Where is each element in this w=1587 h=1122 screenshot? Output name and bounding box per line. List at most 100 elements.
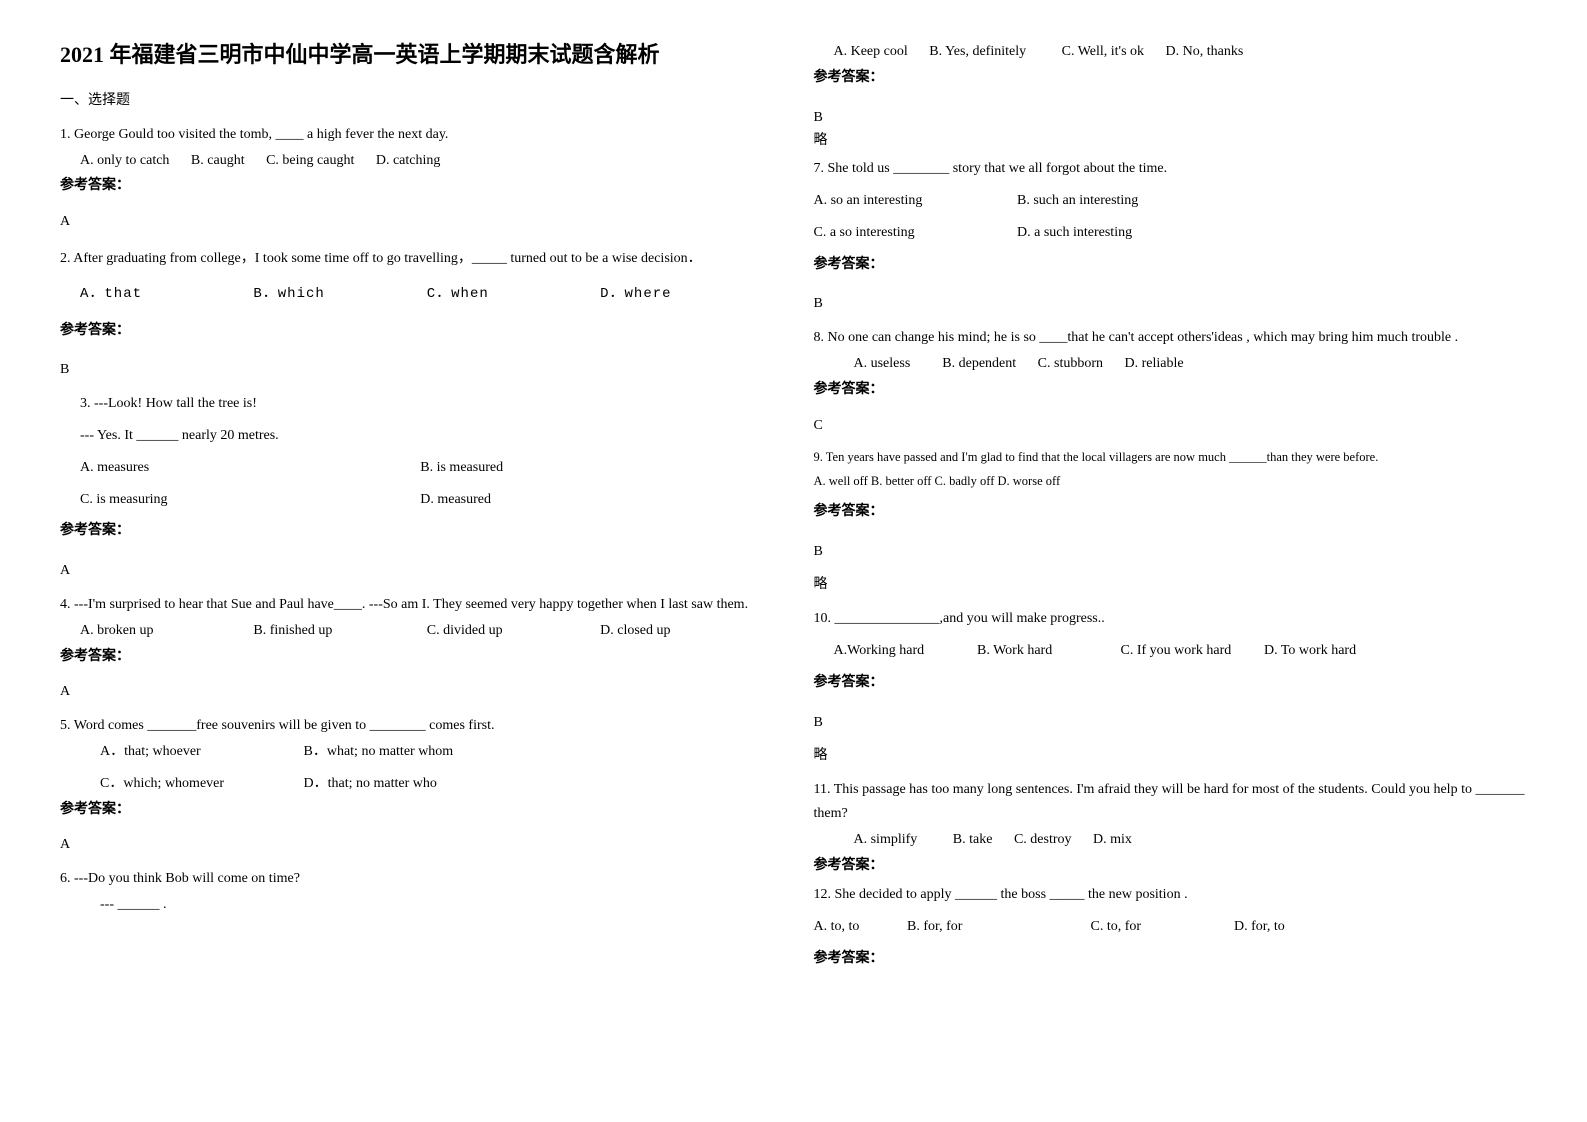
q7-opt-c: C. a so interesting (814, 221, 1014, 245)
q3-line1: 3. ---Look! How tall the tree is! (60, 392, 774, 416)
q10-omit: 略 (814, 744, 1528, 768)
q12-options: A. to, to B. for, for C. to, for D. for,… (814, 915, 1528, 939)
q7-options-row2: C. a so interesting D. a such interestin… (814, 221, 1528, 245)
q7-answer-label: 参考答案： (814, 253, 1528, 277)
q8-answer-label: 参考答案： (814, 378, 1528, 402)
q6-line1: 6. ---Do you think Bob will come on time… (60, 867, 774, 891)
q7-options-row1: A. so an interesting B. such an interest… (814, 189, 1528, 213)
q1-opt-c: C. being caught (266, 153, 354, 168)
q10-opt-c: C. If you work hard (1121, 639, 1261, 663)
question-4: 4. ---I'm surprised to hear that Sue and… (60, 593, 774, 704)
question-12: 12. She decided to apply ______ the boss… (814, 883, 1528, 970)
q1-text: 1. George Gould too visited the tomb, __… (60, 123, 774, 147)
q6-line2: --- ______ . (60, 893, 774, 917)
q6-omit: 略 (814, 129, 1528, 153)
q10-text: 10. _______________,and you will make pr… (814, 607, 1528, 631)
q11-opt-d: D. mix (1093, 832, 1132, 847)
q1-answer-label: 参考答案： (60, 174, 774, 198)
q8-text: 8. No one can change his mind; he is so … (814, 326, 1528, 350)
q12-opt-b: B. for, for (907, 915, 1087, 939)
q5-answer-label: 参考答案： (60, 798, 774, 822)
q11-opt-b: B. take (953, 832, 993, 847)
q4-options: A. broken up B. finished up C. divided u… (60, 619, 774, 643)
q2-opt-c: C．when (427, 283, 600, 307)
q12-opt-d: D. for, to (1234, 915, 1374, 939)
q5-options-row2: C．which; whomever D．that; no matter who (60, 772, 774, 796)
q2-options: A．that B．which C．when D．where (60, 283, 774, 307)
q9-omit: 略 (814, 573, 1528, 597)
q4-opt-c: C. divided up (427, 619, 600, 643)
question-7: 7. She told us ________ story that we al… (814, 157, 1528, 316)
q1-options: A. only to catch B. caught C. being caug… (60, 149, 774, 173)
q5-options-row1: A．that; whoever B．what; no matter whom (60, 740, 774, 764)
left-column: 2021 年福建省三明市中仙中学高一英语上学期期末试题含解析 一、选择题 1. … (60, 40, 774, 977)
q5-opt-c: C．which; whomever (100, 772, 300, 796)
q5-opt-b: B．what; no matter whom (304, 744, 454, 759)
q4-opt-d: D. closed up (600, 619, 773, 643)
q3-answer: A (60, 559, 774, 583)
q1-opt-a: A. only to catch (80, 153, 169, 168)
document-title: 2021 年福建省三明市中仙中学高一英语上学期期末试题含解析 (60, 40, 774, 71)
q3-opt-a: A. measures (60, 456, 417, 480)
q6-opt-a: A. Keep cool (834, 44, 908, 59)
q6-opt-b: B. Yes, definitely (929, 44, 1026, 59)
q2-text: 2. After graduating from college，I took … (60, 244, 774, 275)
q4-answer-label: 参考答案： (60, 645, 774, 669)
q2-opt-d: D．where (600, 283, 773, 307)
question-10: 10. _______________,and you will make pr… (814, 607, 1528, 768)
q12-opt-c: C. to, for (1091, 915, 1231, 939)
question-3: 3. ---Look! How tall the tree is! --- Ye… (60, 392, 774, 583)
section-header: 一、选择题 (60, 89, 774, 109)
q11-text: 11. This passage has too many long sente… (814, 778, 1528, 826)
right-column: A. Keep cool B. Yes, definitely C. Well,… (814, 40, 1528, 977)
q7-opt-d: D. a such interesting (1017, 225, 1132, 240)
q8-answer: C (814, 414, 1528, 438)
q2-answer: B (60, 358, 774, 382)
q2-opt-a: A．that (80, 283, 253, 307)
q1-opt-b: B. caught (191, 153, 245, 168)
q12-text: 12. She decided to apply ______ the boss… (814, 883, 1528, 907)
q10-options: A.Working hard B. Work hard C. If you wo… (814, 639, 1528, 663)
q1-answer: A (60, 210, 774, 234)
q10-opt-d: D. To work hard (1264, 639, 1404, 663)
question-6-part1: 6. ---Do you think Bob will come on time… (60, 867, 774, 917)
q10-answer: B (814, 711, 1528, 735)
q3-options-row1: A. measures B. is measured (60, 456, 774, 480)
q4-text: 4. ---I'm surprised to hear that Sue and… (60, 593, 774, 617)
q11-opt-c: C. destroy (1014, 832, 1072, 847)
q10-opt-a: A.Working hard (834, 639, 974, 663)
question-6-part2: A. Keep cool B. Yes, definitely C. Well,… (814, 40, 1528, 153)
question-5: 5. Word comes _______free souvenirs will… (60, 714, 774, 857)
q12-opt-a: A. to, to (814, 915, 904, 939)
q5-opt-d: D．that; no matter who (304, 776, 437, 791)
q9-text: 9. Ten years have passed and I'm glad to… (814, 447, 1528, 468)
q9-options: A. well off B. better off C. badly off D… (814, 471, 1528, 492)
q8-opt-b: B. dependent (942, 356, 1016, 371)
question-2: 2. After graduating from college，I took … (60, 244, 774, 382)
q3-opt-c: C. is measuring (60, 488, 417, 512)
q3-answer-label: 参考答案： (60, 519, 774, 543)
q4-answer: A (60, 680, 774, 704)
q11-answer-label: 参考答案： (814, 854, 1528, 878)
q7-opt-b: B. such an interesting (1017, 193, 1138, 208)
q6-opt-c: C. Well, it's ok (1062, 44, 1144, 59)
q6-options: A. Keep cool B. Yes, definitely C. Well,… (814, 40, 1528, 64)
q11-options: A. simplify B. take C. destroy D. mix (814, 828, 1528, 852)
q5-opt-a: A．that; whoever (100, 740, 300, 764)
q3-opt-b: B. is measured (420, 460, 503, 475)
q9-answer: B (814, 540, 1528, 564)
q7-text: 7. She told us ________ story that we al… (814, 157, 1528, 181)
q9-answer-label: 参考答案： (814, 500, 1528, 524)
question-11: 11. This passage has too many long sente… (814, 778, 1528, 877)
q4-opt-b: B. finished up (253, 619, 426, 643)
question-9: 9. Ten years have passed and I'm glad to… (814, 447, 1528, 597)
q8-opt-a: A. useless (854, 356, 911, 371)
q1-opt-d: D. catching (376, 153, 441, 168)
q5-answer: A (60, 833, 774, 857)
q11-opt-a: A. simplify (854, 832, 918, 847)
q2-opt-b: B．which (253, 283, 426, 307)
q8-opt-c: C. stubborn (1038, 356, 1103, 371)
q3-line2: --- Yes. It ______ nearly 20 metres. (60, 424, 774, 448)
q6-answer: B (814, 106, 1528, 130)
question-1: 1. George Gould too visited the tomb, __… (60, 123, 774, 234)
